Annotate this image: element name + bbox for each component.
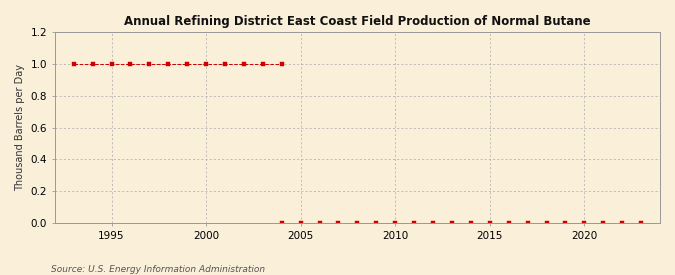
Title: Annual Refining District East Coast Field Production of Normal Butane: Annual Refining District East Coast Fiel… bbox=[124, 15, 591, 28]
Y-axis label: Thousand Barrels per Day: Thousand Barrels per Day bbox=[15, 64, 25, 191]
Text: Source: U.S. Energy Information Administration: Source: U.S. Energy Information Administ… bbox=[51, 265, 265, 274]
